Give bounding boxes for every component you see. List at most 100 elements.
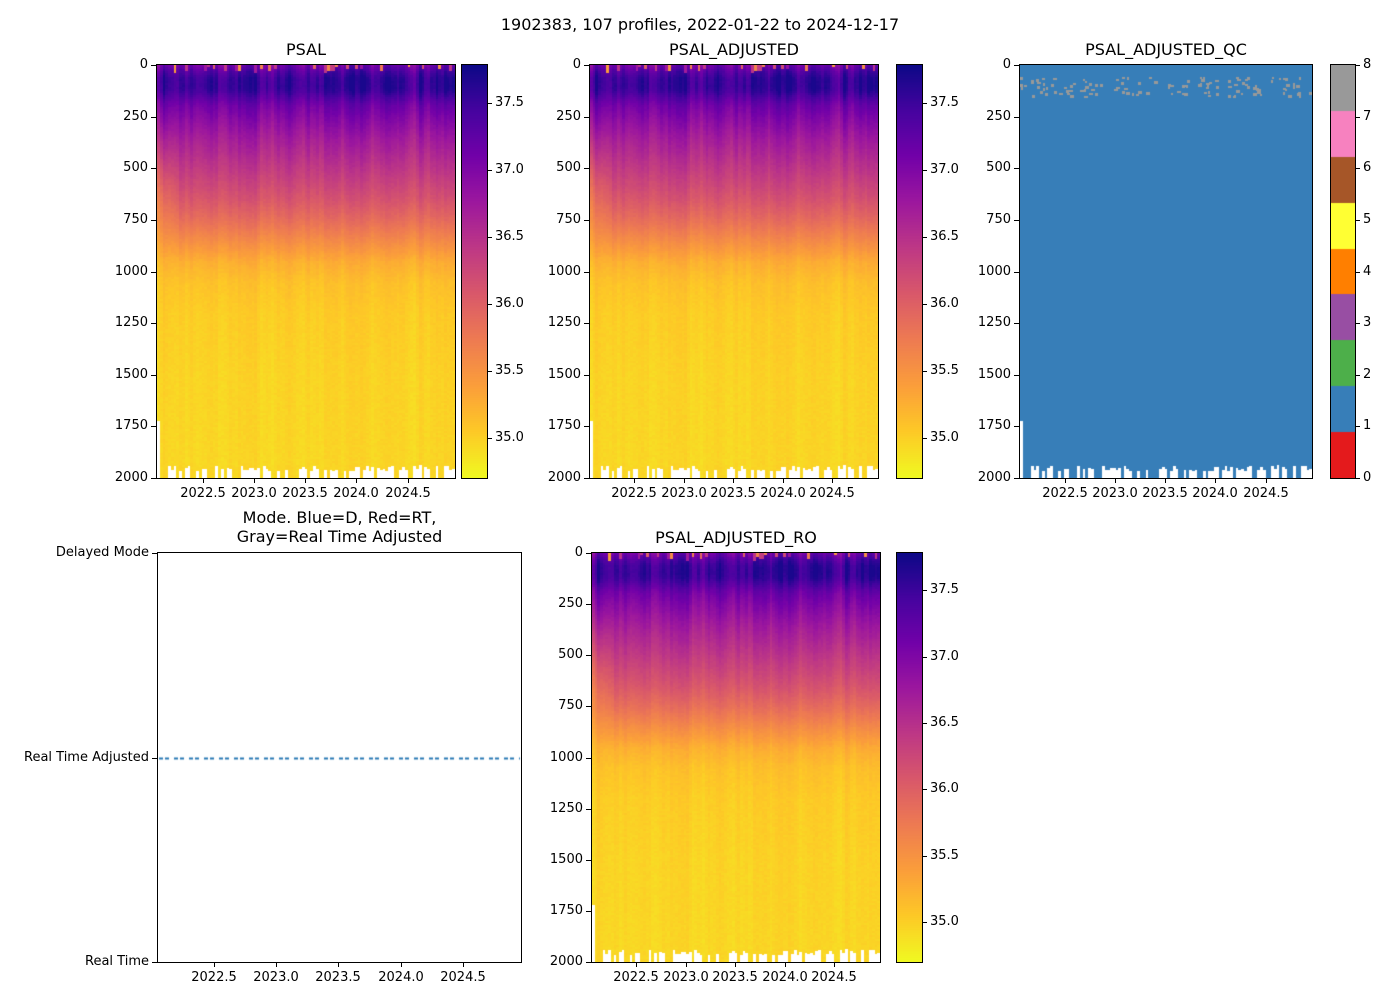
psal-adjusted-ro-colorbar (896, 552, 923, 963)
tick-mark (923, 304, 927, 305)
tick-mark (151, 65, 156, 66)
y-tick-label: 750 (556, 212, 581, 227)
tick-mark (586, 758, 591, 759)
y-tick-label: 500 (986, 160, 1011, 175)
y-tick-label: 2000 (977, 470, 1011, 485)
y-tick-label: 1250 (549, 801, 583, 816)
tick-mark (276, 963, 277, 967)
tick-mark (785, 963, 786, 967)
tick-mark (584, 478, 589, 479)
x-tick-label: 2023.0 (661, 486, 707, 501)
tick-mark (488, 304, 492, 305)
tick-mark (686, 963, 687, 967)
y-tick-label: 2000 (114, 470, 148, 485)
tick-mark (584, 117, 589, 118)
psal-adjusted-qc-title: PSAL_ADJUSTED_QC (1085, 40, 1247, 59)
figure-title: 1902383, 107 profiles, 2022-01-22 to 202… (500, 15, 900, 34)
colorbar-tick-label: 35.5 (930, 363, 959, 378)
tick-mark (586, 553, 591, 554)
tick-mark (923, 438, 927, 439)
psal-adjusted-ro-colorbar-canvas (897, 553, 922, 962)
tick-mark (586, 706, 591, 707)
qc-colorbar (1330, 64, 1356, 479)
y-tick-label: 1000 (114, 264, 148, 279)
tick-mark (586, 911, 591, 912)
colorbar-tick-label: 36.0 (930, 296, 959, 311)
tick-mark (1014, 375, 1019, 376)
psal-adjusted-qc-axes (1019, 64, 1313, 479)
x-tick-label: 2023.5 (712, 970, 758, 985)
colorbar-tick-label: 35.0 (495, 430, 524, 445)
y-tick-label: 0 (139, 57, 148, 72)
x-tick-label: 2023.0 (231, 486, 277, 501)
tick-mark (1014, 117, 1019, 118)
x-tick-label: 2024.0 (1192, 486, 1238, 501)
tick-mark (214, 963, 215, 967)
tick-mark (151, 323, 156, 324)
tick-mark (254, 479, 255, 483)
x-tick-label: 2022.5 (1042, 486, 1088, 501)
tick-mark (923, 856, 927, 857)
tick-mark (1065, 479, 1066, 483)
psal-title: PSAL (286, 40, 326, 59)
mode-axes (157, 552, 522, 963)
tick-mark (488, 103, 492, 104)
y-tick-label: 500 (558, 647, 583, 662)
colorbar-tick-label: 36.5 (930, 229, 959, 244)
x-tick-label: 2024.5 (1243, 486, 1289, 501)
y-tick-label: 2000 (547, 470, 581, 485)
tick-mark (923, 657, 927, 658)
y-tick-label: 0 (572, 57, 581, 72)
tick-mark (586, 809, 591, 810)
y-tick-label: 1750 (977, 418, 1011, 433)
tick-mark (203, 479, 204, 483)
colorbar-tick-label: 1 (1363, 418, 1372, 433)
mode-title-line1: Mode. Blue=D, Red=RT, (242, 508, 437, 527)
tick-mark (1014, 65, 1019, 66)
y-tick-label: 1500 (547, 367, 581, 382)
tick-mark (488, 371, 492, 372)
y-tick-label: 1000 (549, 750, 583, 765)
tick-mark (1356, 117, 1360, 118)
tick-mark (1356, 65, 1360, 66)
y-tick-label: 1750 (114, 418, 148, 433)
tick-mark (1356, 220, 1360, 221)
y-tick-label: 1000 (977, 264, 1011, 279)
tick-mark (1014, 168, 1019, 169)
tick-mark (1356, 375, 1360, 376)
tick-mark (584, 220, 589, 221)
tick-mark (584, 323, 589, 324)
tick-mark (584, 272, 589, 273)
x-tick-label: 2023.5 (710, 486, 756, 501)
tick-mark (1014, 220, 1019, 221)
tick-mark (684, 479, 685, 483)
colorbar-tick-label: 37.5 (930, 582, 959, 597)
tick-mark (1115, 479, 1116, 483)
tick-mark (832, 479, 833, 483)
tick-mark (463, 963, 464, 967)
mode-title: Mode. Blue=D, Red=RT, Gray=Real Time Adj… (118, 508, 561, 546)
y-tick-label: 1000 (547, 264, 581, 279)
colorbar-tick-label: 2 (1363, 367, 1372, 382)
psal-adjusted-colorbar (896, 64, 923, 479)
tick-mark (151, 117, 156, 118)
colorbar-tick-label: 7 (1363, 109, 1372, 124)
y-tick-label: 1250 (547, 315, 581, 330)
y-tick-label: 250 (986, 109, 1011, 124)
colorbar-tick-label: 8 (1363, 57, 1372, 72)
x-tick-label: 2022.5 (180, 486, 226, 501)
colorbar-tick-label: 6 (1363, 160, 1372, 175)
tick-mark (1014, 478, 1019, 479)
y-tick-label: 250 (123, 109, 148, 124)
colorbar-tick-label: 35.0 (930, 430, 959, 445)
tick-mark (584, 65, 589, 66)
tick-mark (1165, 479, 1166, 483)
x-tick-label: 2024.0 (378, 970, 424, 985)
tick-mark (586, 962, 591, 963)
y-tick-label: Delayed Mode (55, 545, 149, 560)
colorbar-tick-label: 37.5 (930, 95, 959, 110)
x-tick-label: 2024.0 (333, 486, 379, 501)
tick-mark (151, 220, 156, 221)
colorbar-tick-label: 37.0 (930, 649, 959, 664)
x-tick-label: 2024.0 (762, 970, 808, 985)
